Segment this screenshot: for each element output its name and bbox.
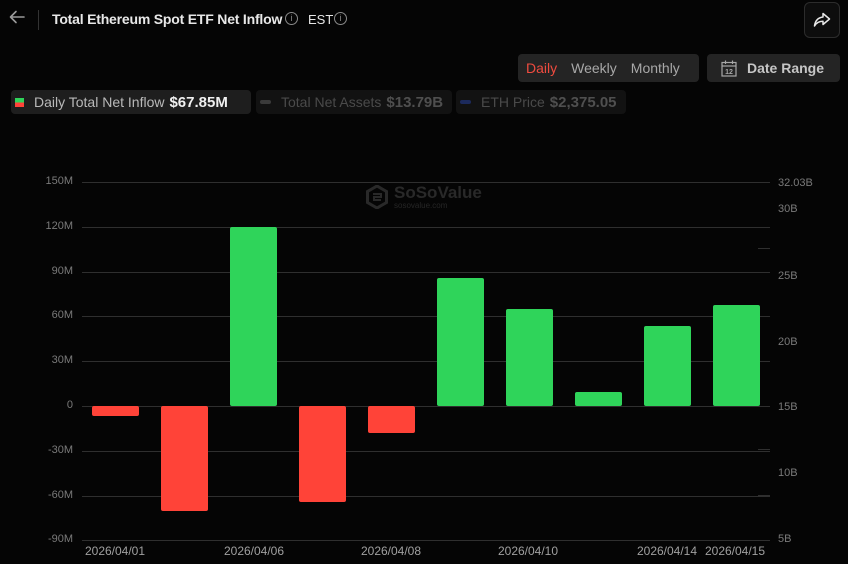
y-axis-tick-label: 150M xyxy=(45,175,73,187)
y2-axis-tick-mark xyxy=(758,316,770,317)
chart-bar[interactable] xyxy=(368,406,415,433)
gridline xyxy=(82,272,770,273)
legend-swatch xyxy=(260,100,271,104)
y2-axis-tick-mark xyxy=(758,248,770,249)
legend-daily-net-inflow[interactable]: Daily Total Net Inflow $67.85M xyxy=(11,90,251,114)
svg-text:12: 12 xyxy=(725,69,733,76)
arrow-left-icon[interactable] xyxy=(8,8,28,30)
gridline xyxy=(82,227,770,228)
x-axis-tick-label: 2026/04/15 xyxy=(704,544,766,558)
y2-axis-tick-label: 20B xyxy=(778,336,798,348)
legend-label: Total Net Assets xyxy=(281,94,382,110)
chart-bar[interactable] xyxy=(230,226,277,406)
share-button[interactable] xyxy=(804,2,840,38)
tab-daily[interactable]: Daily xyxy=(526,60,558,76)
y2-axis-tick-label: 5B xyxy=(778,533,792,545)
chart-bar[interactable] xyxy=(506,309,553,406)
gridline xyxy=(82,496,770,497)
x-axis-tick-label: 2026/04/06 xyxy=(223,544,285,558)
divider xyxy=(38,10,39,30)
sosovalue-logo-icon xyxy=(366,185,388,209)
chart-bar[interactable] xyxy=(644,326,691,406)
legend-label: ETH Price xyxy=(481,94,545,110)
tab-weekly[interactable]: Weekly xyxy=(571,60,617,76)
gridline xyxy=(82,361,770,362)
watermark: SoSoValue sosovalue.com xyxy=(366,184,482,210)
y-axis-tick-label: 30M xyxy=(51,354,73,366)
legend-value: $67.85M xyxy=(169,93,228,111)
y-axis-tick-label: 0 xyxy=(66,399,73,411)
watermark-url: sosovalue.com xyxy=(394,201,448,210)
y-axis-tick-label: 120M xyxy=(45,220,73,232)
chart-bar[interactable] xyxy=(575,391,622,406)
x-axis-tick-label: 2026/04/01 xyxy=(84,544,146,558)
y2-axis-tick-label: 10B xyxy=(778,467,798,479)
tab-monthly[interactable]: Monthly xyxy=(630,60,680,76)
y2-axis-tick-label: 30B xyxy=(778,203,798,215)
legend-value: $13.79B xyxy=(386,93,444,111)
legend-value: $2,375.05 xyxy=(549,93,617,111)
x-axis-tick-label: 2026/04/14 xyxy=(636,544,698,558)
info-icon[interactable]: i xyxy=(334,12,347,25)
info-icon[interactable]: i xyxy=(285,12,298,25)
gridline xyxy=(82,182,770,183)
y2-axis-tick-label: 25B xyxy=(778,270,798,282)
period-selector: Daily Weekly Monthly xyxy=(518,54,699,82)
y2-axis-tick-label: 32.03B xyxy=(778,177,813,189)
chart-bar[interactable] xyxy=(713,304,760,406)
legend-eth-price[interactable]: ETH Price $2,375.05 xyxy=(456,90,626,114)
y-axis-tick-label: 60M xyxy=(51,309,73,321)
watermark-name: SoSoValue xyxy=(394,183,482,202)
y-axis-tick-label: -60M xyxy=(47,489,73,501)
y2-axis-tick-mark xyxy=(758,495,770,496)
y-axis-tick-label: 90M xyxy=(51,265,73,277)
legend-total-net-assets[interactable]: Total Net Assets $13.79B xyxy=(256,90,452,114)
legend-swatch xyxy=(460,100,471,104)
gridline xyxy=(82,316,770,317)
gridline xyxy=(82,406,770,407)
x-axis-tick-label: 2026/04/10 xyxy=(497,544,559,558)
legend-swatch xyxy=(15,97,24,107)
timezone-label: EST xyxy=(308,12,334,27)
page-title: Total Ethereum Spot ETF Net Inflow xyxy=(52,11,283,27)
y-axis-tick-label: -90M xyxy=(47,533,73,545)
chart-bar[interactable] xyxy=(92,406,139,416)
date-range-label: Date Range xyxy=(747,60,825,76)
legend-label: Daily Total Net Inflow xyxy=(34,94,165,110)
gridline xyxy=(82,540,770,541)
y2-axis-tick-mark xyxy=(758,449,770,450)
chart-bar[interactable] xyxy=(299,406,346,502)
date-range-button[interactable]: 12 Date Range xyxy=(707,54,840,82)
chart-bar[interactable] xyxy=(437,278,484,406)
header: Total Ethereum Spot ETF Net Inflow i EST… xyxy=(0,0,848,40)
y2-axis-tick-label: 15B xyxy=(778,401,798,413)
chart-bar[interactable] xyxy=(161,406,208,512)
y-axis-tick-label: -30M xyxy=(47,444,73,456)
gridline xyxy=(82,451,770,452)
share-icon xyxy=(813,12,831,27)
x-axis-tick-label: 2026/04/08 xyxy=(360,544,422,558)
calendar-icon: 12 xyxy=(721,60,737,77)
